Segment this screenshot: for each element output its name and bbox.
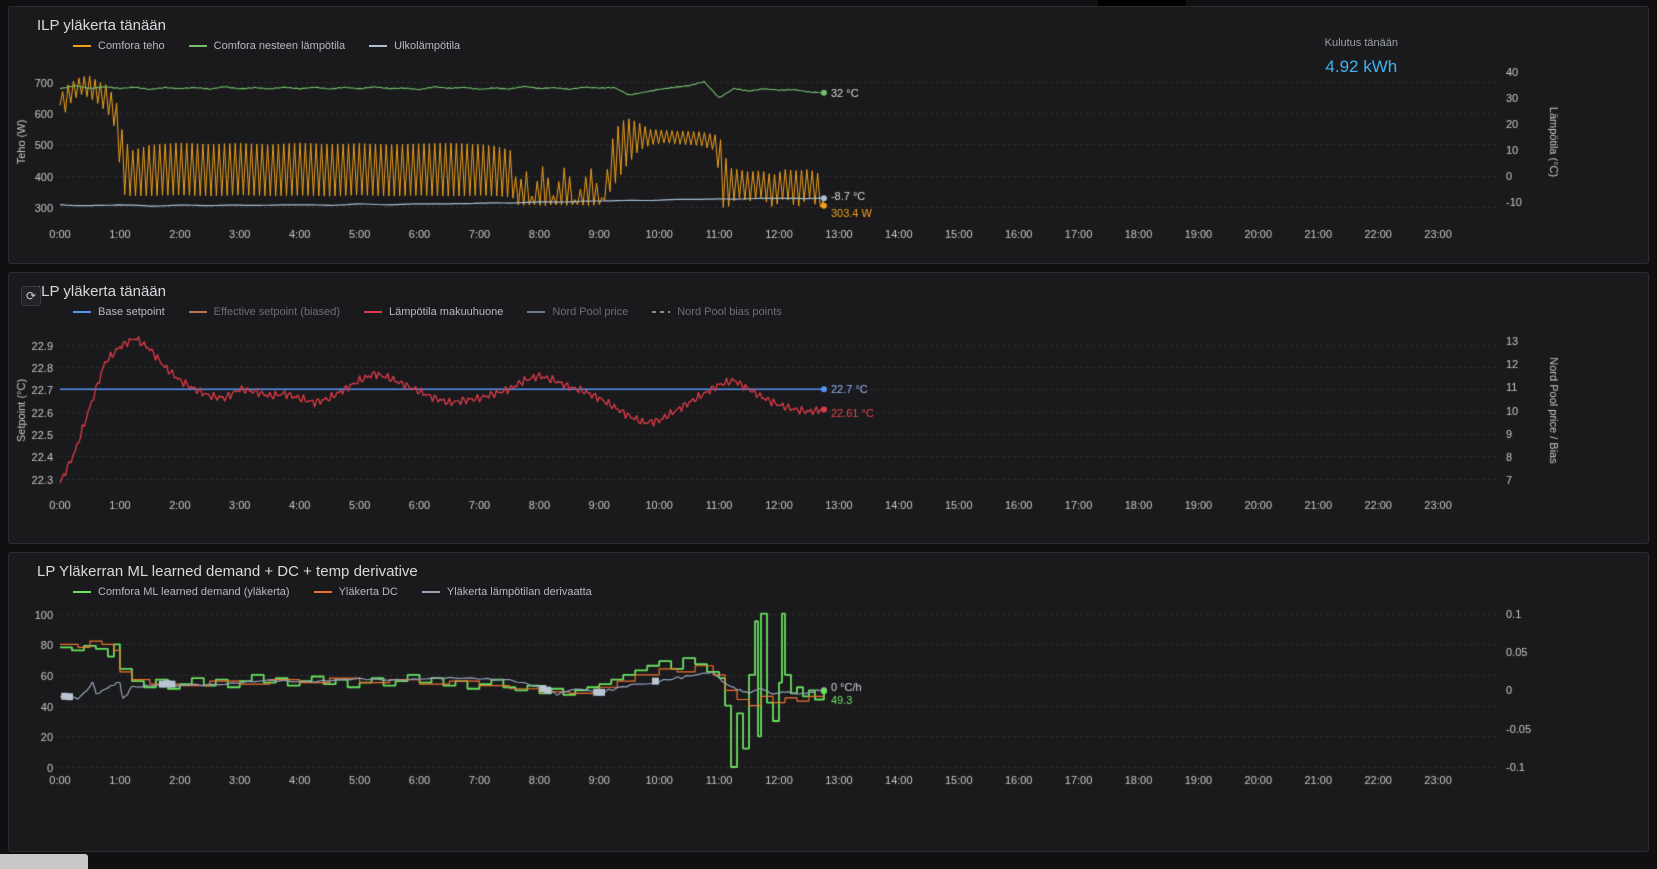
legend-label: Nord Pool price <box>552 306 629 318</box>
legend-label: Effective setpoint (biased) <box>213 306 341 318</box>
legend-line-sample <box>73 45 91 47</box>
legend-line-sample <box>527 311 546 313</box>
legend-line-sample <box>421 591 440 593</box>
legend-label: Yläkerta DC <box>338 586 398 598</box>
panel-header: LP Yläkerran ML learned demand + DC + te… <box>9 553 1648 581</box>
chart-canvas-setpoint[interactable] <box>14 321 1643 516</box>
legend-line-sample <box>369 45 388 47</box>
legend-item-l-mp-tila-makuuhuone[interactable]: Lämpötila makuuhuone <box>364 306 503 318</box>
chart-area <box>9 55 1648 245</box>
chart-legend: Base setpoint Effective setpoint (biased)… <box>73 306 1648 318</box>
legend-label: Yläkerta lämpötilan derivaatta <box>446 586 592 598</box>
panel-header: ILP yläkerta tänään <box>9 7 1648 35</box>
legend-item-comfora-nesteen-l-mp-tila[interactable]: Comfora nesteen lämpötila <box>188 40 346 52</box>
consumption-today: Kulutus tänään 4.92 kWh <box>1325 37 1398 77</box>
legend-item-ulkol-mp-tila[interactable]: Ulkolämpötila <box>369 40 460 52</box>
legend-item-comfora-teho[interactable]: Comfora teho <box>73 40 165 52</box>
chart-area <box>9 601 1648 791</box>
legend-item-base-setpoint[interactable]: Base setpoint <box>73 306 165 318</box>
legend-line-sample <box>73 311 91 313</box>
chart-canvas-ml-demand[interactable] <box>14 601 1643 791</box>
legend-label: Comfora teho <box>98 40 165 52</box>
legend-item-nord-pool-bias-points[interactable]: Nord Pool bias points <box>652 306 782 318</box>
legend-label: Ulkolämpötila <box>394 40 461 52</box>
chart-area <box>9 321 1648 516</box>
legend-line-sample <box>188 311 207 313</box>
panel-title: ILP yläkerta tänään <box>37 283 166 300</box>
panel-ml-learned-demand: LP Yläkerran ML learned demand + DC + te… <box>8 552 1649 852</box>
legend-item-comfora-ml-learned-demand-yl-kerta[interactable]: Comfora ML learned demand (yläkerta) <box>73 586 290 598</box>
legend-item-nord-pool-price[interactable]: Nord Pool price <box>527 306 628 318</box>
legend-line-sample <box>364 311 383 313</box>
panel-header: ILP yläkerta tänään <box>9 273 1648 301</box>
legend-line-sample <box>652 311 671 313</box>
browser-artifact-top <box>1098 0 1186 9</box>
legend-item-yl-kerta-l-mp-tilan-derivaatta[interactable]: Yläkerta lämpötilan derivaatta <box>421 586 592 598</box>
panel-ilp-ylakerta-power: ILP yläkerta tänään Kulutus tänään 4.92 … <box>8 6 1649 264</box>
panel-title: LP Yläkerran ML learned demand + DC + te… <box>37 563 418 580</box>
legend-label: Base setpoint <box>98 306 165 318</box>
panel-ilp-ylakerta-setpoint: ⟳ ILP yläkerta tänään Base setpoint Effec… <box>8 272 1649 544</box>
legend-label: Comfora nesteen lämpötila <box>213 40 346 52</box>
legend-item-effective-setpoint-biased[interactable]: Effective setpoint (biased) <box>188 306 341 318</box>
legend-item-yl-kerta-dc[interactable]: Yläkerta DC <box>313 586 398 598</box>
legend-label: Nord Pool bias points <box>677 306 782 318</box>
panel-title: ILP yläkerta tänään <box>37 17 166 34</box>
legend-label: Lämpötila makuuhuone <box>389 306 504 318</box>
legend-line-sample <box>73 591 91 593</box>
refresh-button[interactable]: ⟳ <box>21 286 41 306</box>
chart-legend: Comfora ML learned demand (yläkerta) Yläk… <box>73 586 1648 598</box>
consumption-value: 4.92 kWh <box>1325 57 1398 76</box>
legend-label: Comfora ML learned demand (yläkerta) <box>98 586 290 598</box>
statusbar-popup-artifact <box>0 854 88 869</box>
legend-line-sample <box>188 45 207 47</box>
chart-canvas-power-temperature[interactable] <box>14 55 1643 245</box>
chart-legend: Comfora teho Comfora nesteen lämpötila Ulk… <box>73 40 1648 52</box>
consumption-label: Kulutus tänään <box>1324 37 1398 49</box>
refresh-icon: ⟳ <box>25 289 37 303</box>
legend-line-sample <box>313 591 332 593</box>
